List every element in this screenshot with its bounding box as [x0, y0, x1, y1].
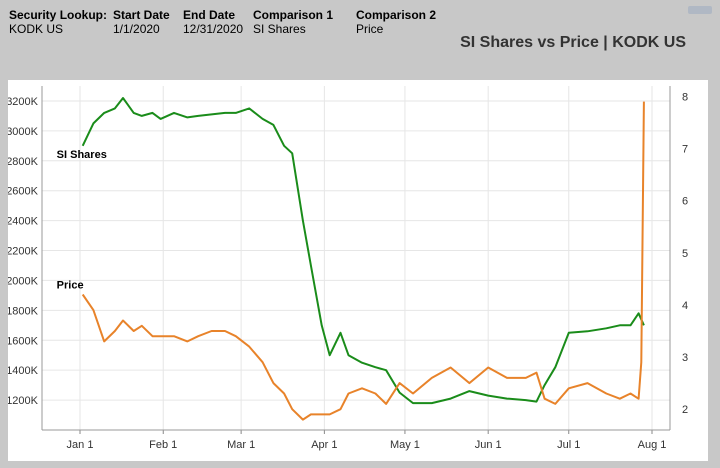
y-left-tick-label: 3000K [8, 126, 39, 138]
comparison1-field[interactable]: Comparison 1 SI Shares [253, 8, 333, 36]
start-date-label: Start Date [113, 8, 170, 22]
security-lookup-field[interactable]: Security Lookup: KODK US [9, 8, 107, 36]
comparison2-label: Comparison 2 [356, 8, 437, 22]
y-right-tick-label: 5 [682, 248, 688, 260]
chart-title: SI Shares vs Price | KODK US [460, 34, 686, 51]
y-left-tick-label: 2000K [8, 275, 39, 287]
price-line [81, 101, 645, 421]
security-lookup-label: Security Lookup: [9, 8, 108, 22]
x-tick-label: Feb 1 [149, 439, 177, 451]
y-left-tick-label: 3200K [8, 96, 39, 108]
x-tick-label: May 1 [390, 439, 420, 451]
x-tick-label: Jul 1 [557, 439, 580, 451]
end-date-field[interactable]: End Date 12/31/2020 [183, 8, 243, 36]
comparison1-value[interactable]: SI Shares [253, 22, 306, 36]
end-date-label: End Date [183, 8, 236, 22]
comparison1-label: Comparison 1 [253, 8, 334, 22]
x-tick-label: Mar 1 [227, 439, 255, 451]
parameter-bar: Security Lookup: KODK US Start Date 1/1/… [0, 8, 720, 48]
y-right-tick-label: 7 [682, 144, 688, 156]
y-right-tick-label: 4 [682, 300, 688, 312]
y-left-tick-label: 2800K [8, 156, 39, 168]
y-right-tick-label: 3 [682, 352, 688, 364]
start-date-value[interactable]: 1/1/2020 [113, 22, 160, 36]
y-left-tick-label: 2600K [8, 186, 39, 198]
y-right-tick-label: 8 [682, 91, 688, 103]
comparison2-field[interactable]: Comparison 2 Price [356, 8, 436, 36]
brand-logo [688, 6, 712, 14]
y-left-tick-label: 1400K [8, 365, 39, 377]
y-right-tick-label: 2 [682, 404, 688, 416]
security-lookup-value[interactable]: KODK US [9, 22, 64, 36]
price-label: Price [57, 279, 84, 291]
y-left-tick-label: 1600K [8, 335, 39, 347]
line-chart: 1200K 1400K 1600K 1800K 2000K 2200K 2400K 2600K… [8, 86, 688, 451]
x-tick-label: Jan 1 [67, 439, 94, 451]
chart-panel: 1200K 1400K 1600K 1800K 2000K 2200K 2400K 2600K… [8, 80, 708, 461]
start-date-field[interactable]: Start Date 1/1/2020 [113, 8, 170, 36]
y-left-tick-label: 2200K [8, 246, 39, 258]
x-tick-label: Aug 1 [638, 439, 667, 451]
si-shares-label: SI Shares [57, 149, 107, 161]
end-date-value[interactable]: 12/31/2020 [183, 22, 244, 36]
y-left-tick-label: 1200K [8, 395, 39, 407]
x-tick-label: Jun 1 [475, 439, 502, 451]
y-left-tick-label: 1800K [8, 305, 39, 317]
x-tick-label: Apr 1 [311, 439, 337, 451]
y-right-tick-label: 6 [682, 196, 688, 208]
si-shares-line [81, 97, 645, 405]
comparison2-value[interactable]: Price [356, 22, 384, 36]
y-left-tick-label: 2400K [8, 216, 39, 228]
